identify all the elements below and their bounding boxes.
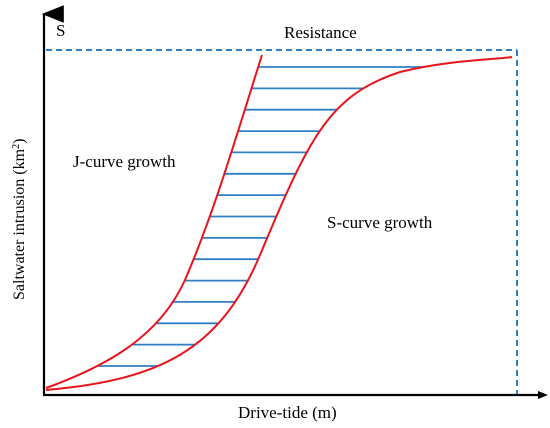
- corner-label-s: S: [56, 21, 65, 40]
- s-curve-growth-label: S-curve growth: [327, 213, 433, 232]
- s-curve-line: [45, 56, 513, 391]
- y-axis-title-superscript: 2: [11, 144, 22, 149]
- j-curve-growth-label: J-curve growth: [73, 152, 176, 171]
- j-curve-line: [45, 54, 263, 389]
- hatched-region: [97, 66, 424, 367]
- resistance-label: Resistance: [284, 23, 357, 42]
- y-axis-title-main: Saltwater intrusion (km: [11, 148, 28, 300]
- x-axis-title: Drive-tide (m): [238, 403, 337, 422]
- x-axis-arrowhead: [538, 391, 548, 399]
- y-axis-title: Saltwater intrusion (km2): [11, 139, 28, 300]
- y-axis-title-close: ): [11, 139, 28, 144]
